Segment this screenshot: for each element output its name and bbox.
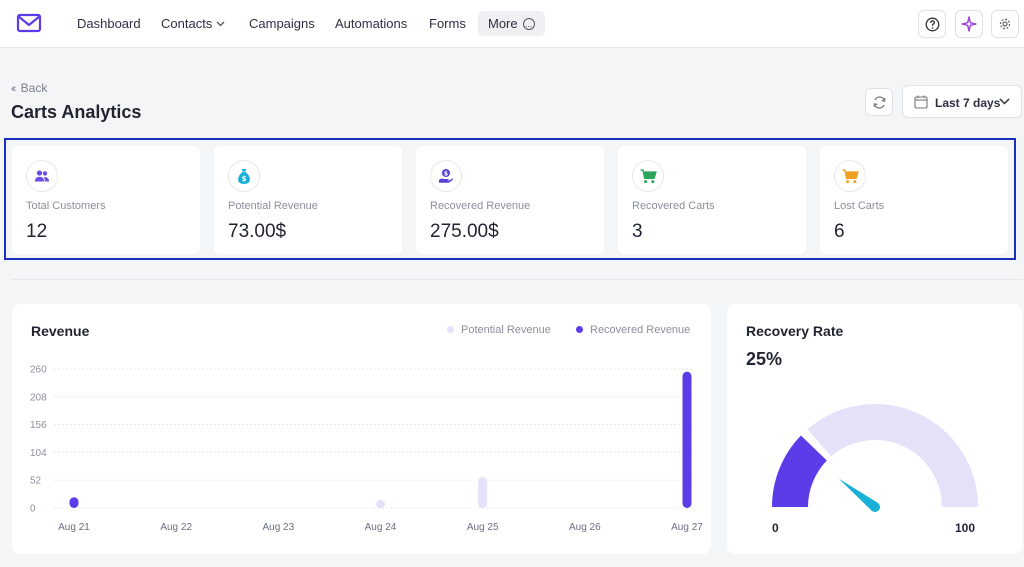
- refresh-button[interactable]: [865, 88, 893, 116]
- legend-dot-potential: [447, 326, 454, 333]
- x-tick-label: Aug 26: [569, 522, 601, 533]
- recovery-rate-value: 25%: [746, 349, 783, 369]
- sparkle-icon: [961, 16, 977, 32]
- date-range-label: Last 7 days: [935, 96, 1001, 110]
- stat-card-potential-revenue: $ Potential Revenue 73.00$: [214, 146, 402, 254]
- double-chevron-left-icon: ‹‹: [11, 83, 17, 95]
- legend-recovered-revenue[interactable]: Recovered Revenue: [576, 324, 690, 336]
- stat-value: 73.00$: [228, 221, 287, 242]
- back-link[interactable]: ‹‹ Back: [11, 81, 47, 95]
- users-icon: [26, 160, 58, 192]
- y-tick-label: 104: [30, 448, 47, 459]
- refresh-icon: [873, 95, 885, 109]
- stat-value: 12: [26, 221, 48, 242]
- stat-card-recovered-carts: Recovered Carts 3: [618, 146, 806, 254]
- stats-highlight-frame: [4, 138, 1016, 260]
- y-tick-label: 260: [30, 365, 47, 376]
- mail-logo-icon[interactable]: [16, 12, 42, 34]
- help-button[interactable]: [918, 10, 946, 38]
- nav-contacts[interactable]: Contacts: [161, 16, 225, 31]
- bar-potential-aug-24[interactable]: [376, 499, 385, 508]
- stat-card-lost-carts: Lost Carts 6: [820, 146, 1008, 254]
- legend-label: Recovered Revenue: [590, 324, 691, 336]
- stat-label: Potential Revenue: [228, 200, 318, 212]
- section-divider: [12, 279, 1022, 280]
- recovery-rate-title: Recovery Rate: [746, 323, 844, 339]
- cart-icon: [834, 160, 866, 192]
- revenue-title: Revenue: [31, 323, 90, 339]
- x-tick-label: Aug 27: [671, 522, 703, 533]
- legend-dot-recovered: [576, 326, 583, 333]
- stat-card-total-customers: Total Customers 12: [12, 146, 200, 254]
- cart-icon: [632, 160, 664, 192]
- svg-text:$: $: [242, 175, 247, 183]
- legend-label: Potential Revenue: [461, 324, 551, 336]
- top-navigation: Dashboard Contacts Campaigns Automations…: [0, 0, 1024, 48]
- more-dots-icon: [522, 14, 535, 39]
- legend-potential-revenue[interactable]: Potential Revenue: [447, 324, 551, 336]
- nav-forms[interactable]: Forms: [429, 16, 466, 31]
- stat-card-recovered-revenue: $ Recovered Revenue 275.00$: [416, 146, 604, 254]
- nav-more-button[interactable]: More: [478, 11, 545, 39]
- gauge-max-label: 100: [955, 521, 976, 535]
- gauge-needle-hub: [870, 502, 880, 512]
- x-tick-label: Aug 22: [160, 522, 192, 533]
- nav-dashboard[interactable]: Dashboard: [77, 16, 141, 31]
- stat-value: 275.00$: [430, 221, 499, 242]
- bar-potential-aug-25[interactable]: [478, 476, 488, 508]
- nav-campaigns[interactable]: Campaigns: [249, 16, 315, 31]
- revenue-panel: [12, 304, 711, 554]
- hand-coin-icon: $: [430, 160, 462, 192]
- date-range-select[interactable]: Last 7 days: [902, 85, 1022, 118]
- settings-button[interactable]: [991, 10, 1019, 38]
- revenue-bar-chart: 260 208 156 104 52 0 Aug 21 Aug 22 Aug 23 Aug 24 A…: [30, 365, 703, 534]
- x-tick-label: Aug 25: [467, 522, 499, 533]
- stat-label: Recovered Revenue: [430, 200, 531, 212]
- calendar-icon: [914, 95, 928, 109]
- stat-label: Total Customers: [26, 200, 106, 212]
- money-bag-icon: $: [228, 160, 260, 192]
- gear-icon: [999, 18, 1011, 30]
- x-tick-label: Aug 23: [262, 522, 294, 533]
- gauge-fill: [772, 435, 828, 508]
- x-tick-label: Aug 21: [58, 522, 90, 533]
- page-title: Carts Analytics: [11, 102, 142, 122]
- stat-value: 6: [834, 221, 845, 242]
- x-tick-label: Aug 24: [365, 522, 397, 533]
- nav-more-label: More: [488, 16, 518, 31]
- chevron-down-icon: [999, 98, 1010, 105]
- stat-label: Recovered Carts: [632, 200, 715, 212]
- nav-automations[interactable]: Automations: [335, 16, 408, 31]
- y-tick-label: 52: [30, 476, 42, 487]
- gauge-min-label: 0: [772, 521, 779, 535]
- gauge-track: [807, 404, 978, 508]
- nav-contacts-label: Contacts: [161, 16, 213, 31]
- y-tick-label: 156: [30, 420, 47, 431]
- help-icon: [925, 17, 939, 31]
- ai-sparkle-button[interactable]: [955, 10, 983, 38]
- stat-label: Lost Carts: [834, 200, 885, 212]
- back-label: Back: [20, 81, 48, 95]
- gauge-needle: [838, 478, 879, 511]
- svg-text:$: $: [444, 170, 448, 177]
- bar-recovered-aug-27[interactable]: [682, 371, 692, 508]
- stat-value: 3: [632, 221, 643, 242]
- recovery-gauge: [772, 404, 978, 512]
- y-tick-label: 0: [30, 504, 36, 515]
- chevron-down-icon: [216, 21, 225, 27]
- bar-recovered-aug-21[interactable]: [69, 497, 79, 508]
- y-tick-label: 208: [30, 392, 47, 403]
